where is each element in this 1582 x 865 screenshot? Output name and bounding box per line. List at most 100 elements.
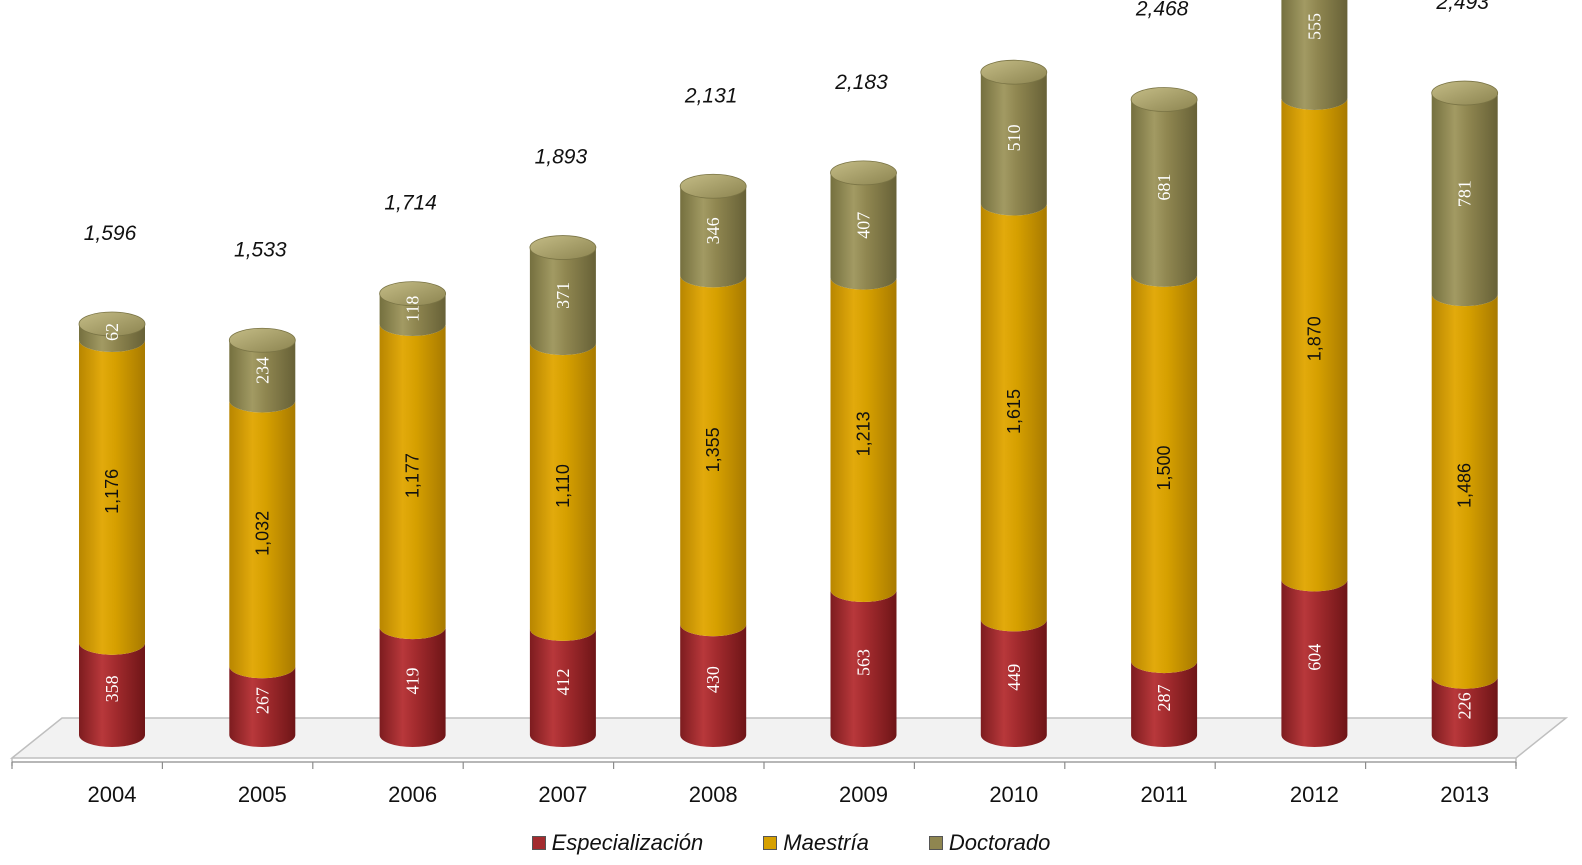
bar-segment-especializacion [379, 627, 446, 747]
bar-2011: 287 1,500 681 2,468 [1130, 0, 1198, 747]
bar-segment-maestria [529, 343, 596, 641]
segment-value-label: 1,500 [1154, 445, 1174, 490]
segment-value-label: 226 [1455, 692, 1475, 719]
bar-segment-doctorado [680, 186, 747, 288]
bar-segment-especializacion [529, 628, 596, 747]
legend-swatch-especializacion [531, 836, 546, 850]
bar-segment-maestria [1431, 294, 1498, 689]
segment-value-label: 1,615 [1004, 389, 1024, 434]
legend-label-maestria: Maestría [783, 830, 869, 855]
x-tick-label: 2007 [538, 782, 587, 807]
segment-value-label: 1,870 [1304, 316, 1324, 361]
total-value-label: 1,533 [234, 238, 287, 261]
legend: Especialización Maestría Doctorado [0, 826, 1582, 860]
segment-value-label: 267 [252, 687, 272, 714]
segment-value-label: 1,176 [102, 469, 122, 514]
bar-segment-doctorado [79, 324, 145, 352]
bar-2009: 563 1,213 407 2,183 [830, 71, 897, 747]
bar-2006: 419 1,177 118 1,714 [379, 192, 447, 747]
segment-value-label: 781 [1455, 180, 1475, 207]
bar-segment-especializacion [1281, 579, 1348, 747]
segment-value-label: 449 [1004, 664, 1024, 691]
segment-value-label: 358 [102, 675, 122, 702]
bar-segment-especializacion [830, 590, 897, 747]
legend-label-especializacion: Especialización [551, 830, 704, 855]
bar-top-cap [980, 59, 1048, 85]
x-tick-label: 2011 [1140, 782, 1187, 807]
bar-segment-especializacion [680, 624, 747, 747]
segment-value-label: 510 [1004, 124, 1024, 151]
legend-swatch-maestria [763, 836, 778, 850]
bar-segment-doctorado [1281, 0, 1348, 110]
bar-segment-maestria [680, 275, 747, 637]
segment-value-label: 563 [854, 649, 874, 676]
bar-segment-doctorado [529, 247, 596, 356]
segment-value-label: 287 [1154, 685, 1174, 712]
total-value-label: 1,893 [535, 146, 588, 169]
bar-top-cap [830, 160, 897, 186]
x-tick-label: 2009 [839, 782, 888, 807]
segment-value-label: 1,032 [252, 511, 272, 556]
bar-segment-especializacion [980, 619, 1047, 747]
total-value-label: 2,468 [1135, 0, 1189, 20]
segment-value-label: 430 [703, 666, 723, 693]
x-tick-label: 2008 [689, 782, 738, 807]
bar-top-cap [379, 281, 447, 307]
segment-value-label: 1,213 [854, 411, 874, 456]
bar-segment-especializacion [79, 642, 145, 747]
total-value-label: 2,493 [1435, 0, 1489, 14]
segment-value-label: 407 [854, 212, 874, 239]
segment-value-label: 1,110 [553, 464, 573, 508]
segment-value-label: 62 [102, 323, 122, 341]
x-tick-label: 2006 [388, 782, 437, 807]
x-tick-label: 2004 [88, 782, 137, 807]
x-tick-label: 2013 [1440, 782, 1489, 807]
bar-segment-maestria [229, 400, 296, 679]
segment-value-label: 118 [403, 296, 423, 322]
bar-segment-especializacion [229, 666, 296, 747]
segment-value-label: 419 [403, 668, 423, 695]
bar-segment-maestria [1281, 97, 1348, 592]
bar-top-cap [679, 173, 747, 199]
bar-2013: 226 1,486 781 2,493 [1431, 0, 1499, 747]
segment-value-label: 412 [553, 668, 573, 695]
total-value-label: 2,183 [834, 71, 888, 94]
bar-2007: 412 1,110 371 1,893 [529, 146, 597, 747]
bar-2004: 358 1,176 62 1,596 [78, 222, 146, 747]
segment-value-label: 555 [1304, 13, 1324, 40]
bar-segment-maestria [1131, 274, 1198, 674]
bar-segment-maestria [980, 203, 1047, 632]
bar-segment-doctorado [1131, 99, 1198, 287]
segment-value-label: 234 [252, 357, 272, 384]
segment-value-label: 681 [1154, 174, 1174, 201]
bar-segment-maestria [830, 277, 897, 603]
x-axis: 2004 2005 2006 2007 2008 2009 2010 2011 2012 2013 [11, 761, 1517, 807]
segment-value-label: 346 [703, 217, 723, 244]
bar-segment-doctorado [1431, 93, 1498, 307]
bar-top-cap [529, 235, 597, 260]
total-value-label: 1,714 [384, 192, 437, 215]
segment-value-label: 604 [1304, 644, 1324, 671]
bar-top-cap [1431, 80, 1499, 106]
segment-value-label: 1,486 [1455, 463, 1475, 508]
legend-label-doctorado: Doctorado [948, 830, 1051, 855]
bars-group: 358 1,176 62 1,596 267 1,032 234 1,533 419 1,177 1… [78, 0, 1499, 747]
bar-segment-doctorado [980, 72, 1047, 216]
x-tick-label: 2005 [238, 782, 287, 807]
x-tick-label: 2010 [989, 782, 1038, 807]
bar-segment-especializacion [1131, 661, 1198, 747]
legend-item-maestria: Maestría [763, 830, 869, 856]
segment-value-label: 1,355 [703, 427, 723, 472]
legend-item-especializacion: Especialización [531, 830, 704, 856]
legend-swatch-doctorado [928, 836, 943, 850]
bar-segment-doctorado [830, 172, 897, 290]
bar-segment-especializacion [1431, 676, 1498, 747]
bar-segment-maestria [379, 324, 446, 640]
total-value-label: 1,596 [84, 222, 137, 245]
legend-item-doctorado: Doctorado [928, 830, 1051, 856]
bar-top-cap [1130, 87, 1198, 112]
total-value-label: 2,131 [684, 84, 738, 107]
bar-2005: 267 1,032 234 1,533 [228, 238, 296, 747]
